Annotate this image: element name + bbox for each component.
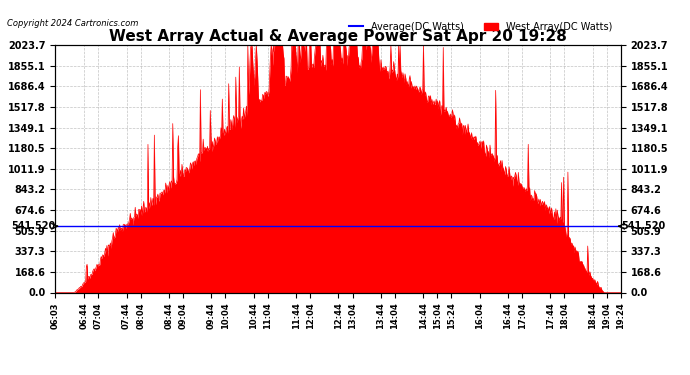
Text: Copyright 2024 Cartronics.com: Copyright 2024 Cartronics.com (7, 19, 138, 28)
Legend: Average(DC Watts), West Array(DC Watts): Average(DC Watts), West Array(DC Watts) (345, 18, 616, 36)
Text: 541.520: 541.520 (621, 221, 665, 231)
Title: West Array Actual & Average Power Sat Apr 20 19:28: West Array Actual & Average Power Sat Ap… (109, 29, 567, 44)
Text: 541.520: 541.520 (11, 221, 55, 231)
